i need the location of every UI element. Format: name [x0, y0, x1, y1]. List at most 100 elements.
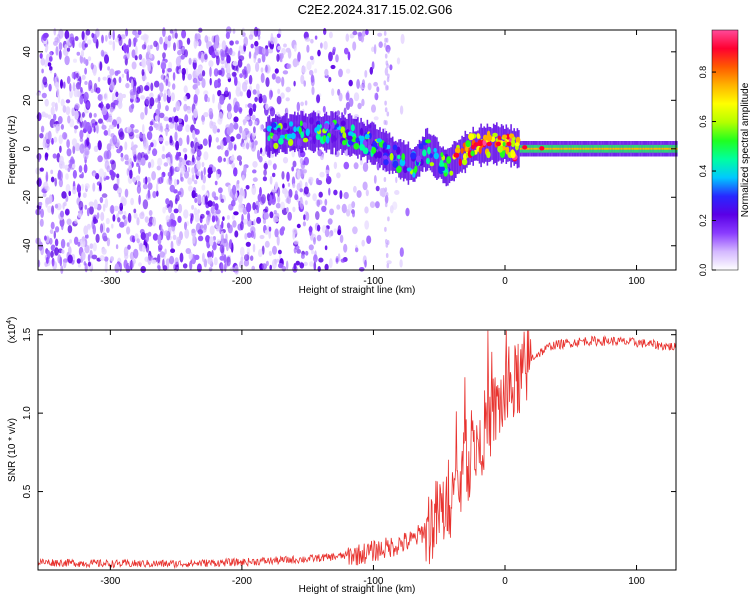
noise-speck [47, 114, 52, 120]
signal-blob [368, 144, 372, 153]
band-ridge [655, 147, 658, 150]
noise-speck [193, 93, 198, 104]
noise-speck [263, 169, 267, 177]
noise-speck [255, 200, 260, 210]
noise-speck [248, 107, 253, 117]
band-column [459, 139, 462, 172]
noise-speck [174, 28, 178, 34]
signal-blob [364, 133, 370, 139]
noise-speck [171, 219, 177, 227]
noise-speck [60, 238, 66, 249]
noise-speck [101, 124, 107, 130]
signal-blob [446, 156, 452, 164]
noise-speck [157, 157, 163, 167]
noise-speck [360, 35, 365, 43]
noise-speck [84, 148, 89, 156]
noise-speck [384, 202, 388, 208]
noise-speck [210, 206, 215, 214]
signal-blob [392, 160, 399, 168]
noise-speck [55, 226, 60, 233]
noise-speck [291, 166, 295, 172]
noise-speck [272, 172, 276, 178]
band-column [464, 130, 467, 174]
noise-speck [243, 36, 248, 47]
noise-speck [133, 96, 137, 103]
band-ridge [519, 147, 522, 150]
noise-speck [257, 58, 262, 64]
noise-speck [353, 185, 357, 193]
band-column [292, 114, 294, 150]
signal-blob [465, 140, 471, 148]
noise-speck [87, 39, 92, 45]
noise-speck [81, 74, 86, 80]
noise-speck [81, 40, 87, 51]
noise-speck [111, 92, 115, 103]
noise-speck [185, 248, 192, 254]
noise-speck [184, 114, 189, 123]
noise-speck [269, 107, 276, 117]
noise-speck [385, 253, 389, 258]
noise-speck [78, 165, 83, 173]
noise-speck [226, 158, 230, 165]
noise-speck [117, 217, 121, 223]
noise-speck [243, 259, 250, 267]
noise-speck [264, 240, 270, 248]
noise-speck [300, 253, 305, 259]
noise-speck [58, 155, 64, 165]
noise-speck [135, 45, 138, 56]
noise-speck [261, 47, 266, 55]
noise-speck [127, 244, 131, 250]
noise-speck [299, 199, 304, 210]
noise-speck [53, 113, 57, 121]
noise-speck [147, 221, 153, 227]
noise-speck [64, 55, 70, 66]
signal-blob [497, 145, 503, 153]
band-column [290, 114, 293, 151]
noise-speck [172, 72, 176, 81]
noise-speck [141, 44, 147, 50]
noise-speck [116, 173, 120, 179]
noise-speck [352, 226, 358, 235]
noise-speck [48, 83, 52, 92]
signal-blob [492, 132, 498, 138]
signal-blob [414, 165, 418, 173]
spectrogram-y-ticks: -40 -20 0 20 40 [22, 46, 676, 253]
noise-speck [133, 212, 138, 219]
noise-speck [306, 44, 310, 53]
noise-speck [183, 170, 190, 179]
noise-speck [196, 171, 202, 177]
noise-speck [259, 234, 265, 240]
band-column [380, 131, 383, 166]
noise-speck [207, 200, 213, 208]
noise-speck [316, 110, 321, 116]
noise-speck [216, 128, 220, 133]
noise-speck [277, 195, 281, 204]
noise-speck [221, 220, 224, 229]
signal-blob [477, 139, 483, 147]
signal-blob [425, 139, 431, 144]
noise-speck [104, 34, 108, 42]
noise-speck [180, 54, 185, 60]
noise-speck [50, 250, 54, 258]
noise-speck [159, 82, 164, 93]
noise-speck [116, 70, 121, 75]
noise-speck [167, 35, 172, 42]
noise-speck [141, 75, 147, 81]
noise-speck [149, 121, 154, 126]
noise-speck [277, 45, 282, 51]
noise-speck [371, 61, 375, 70]
noise-speck [144, 34, 149, 40]
noise-speck [45, 171, 49, 182]
noise-speck [256, 216, 262, 224]
band-ridge [650, 147, 653, 150]
noise-speck [286, 63, 292, 69]
noise-speck [173, 42, 176, 52]
noise-speck [104, 263, 108, 273]
band-ridge [571, 147, 574, 150]
signal-blob [348, 135, 353, 141]
noise-speck [124, 252, 129, 260]
band-ridge [619, 147, 621, 150]
band-ridge [554, 147, 557, 150]
noise-speck [376, 86, 380, 93]
noise-speck [246, 63, 251, 74]
